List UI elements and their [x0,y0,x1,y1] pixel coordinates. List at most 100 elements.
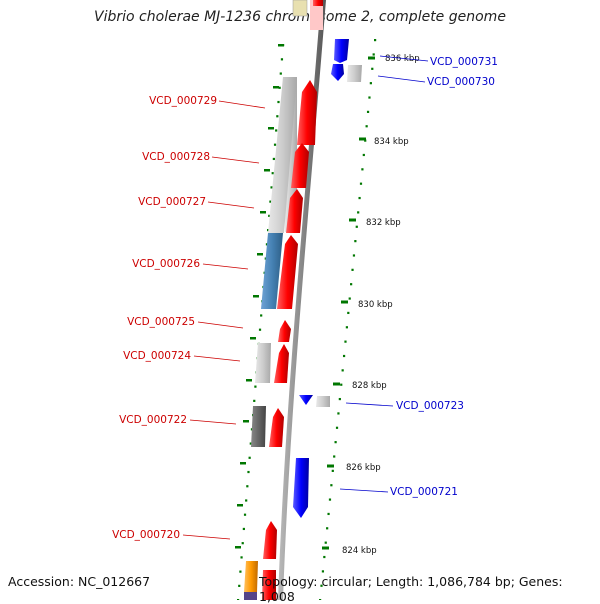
gene-label[interactable]: VCD_000722 [119,414,187,426]
ruler-dot [355,225,358,228]
gene-label[interactable]: VCD_000725 [127,316,195,328]
ruler-dot [368,96,371,99]
gene-label[interactable]: VCD_000723 [396,400,464,412]
ruler-dot [270,186,273,189]
ruler-dot [279,72,282,75]
accession-text: Accession: NC_012667 [8,574,151,589]
ruler-dot [340,383,343,386]
ruler-dot [351,268,354,271]
ruler-major-tick [327,464,334,468]
ruler-dot [348,297,351,300]
ruler-dot [276,115,279,118]
cds-gray-729 [268,77,297,233]
ruler-major-tick [333,382,340,386]
ruler-inner-tick [268,127,274,130]
ruler-dotted-rings [237,39,377,600]
ruler-dot [335,426,339,429]
cds-blue-721 [293,458,309,518]
ruler-dot [345,326,348,329]
ruler-dot [243,513,247,516]
ruler-dot [341,369,344,372]
ruler-dot [372,53,375,56]
ruler-ticks: 836 kbp 834 kbp 832 kbp 830 kbp 828 kbp 826 k… [235,44,420,556]
gene-label[interactable]: VCD_000720 [112,529,180,541]
ruler-inner-tick [240,462,246,465]
cds-red-727 [286,189,303,233]
ruler-dot [241,542,244,545]
ruler-inner-tick [278,44,284,47]
ruler-dot [254,385,257,388]
ruler-major-tick [341,300,348,304]
ruler-dot [275,129,278,132]
ruler-major-tick [368,56,375,60]
ruler-dot [374,39,377,42]
ruler-major-tick [349,218,356,222]
ruler-dot [253,399,256,402]
ruler-dot [326,527,329,530]
gene-label[interactable]: VCD_000728 [142,151,210,163]
ruler-dot [365,125,368,128]
cds-steelblue-726 [261,233,283,309]
ruler-dot [352,254,356,257]
gene-label[interactable]: VCD_000727 [138,196,206,208]
ruler-dot [277,100,280,104]
cds-red-725 [278,320,291,342]
ruler-dot [371,67,374,70]
ruler-dot [245,499,248,502]
ruler-tick-label: 834 kbp [374,137,409,147]
ruler-dot [246,485,249,488]
ruler-inner-tick [257,253,263,256]
cds-red-724 [274,344,289,383]
ruler-dot [258,328,262,331]
ruler-dot [272,157,275,161]
cds-dark-722 [251,406,266,447]
gene-label[interactable]: VCD_000729 [149,95,217,107]
reverse-gene-labels: VCD_000731 VCD_000730 VCD_000723 VCD_000721 [390,56,498,498]
ruler-dot [359,182,363,185]
ruler-dot [357,211,360,214]
feature-tan [292,0,308,17]
ruler-tick-label: 836 kbp [385,54,420,64]
ruler-tick-label: 824 kbp [342,546,377,556]
ruler-tick-label: 832 kbp [366,218,401,228]
ruler-dot [334,441,337,444]
ruler-major-tick [322,546,329,550]
gene-label[interactable]: VCD_000721 [390,486,458,498]
ruler-dot [247,470,250,474]
ruler-tick-label: 826 kbp [346,463,381,473]
ruler-dot [242,527,245,531]
ruler-major-tick [359,137,366,141]
ruler-dot [269,200,272,203]
gene-label[interactable]: VCD_000730 [427,76,495,88]
ruler-dot [323,555,326,559]
gene-label[interactable]: VCD_000731 [430,56,498,68]
gene-label[interactable]: VCD_000724 [123,350,191,362]
ruler-dot [267,229,270,232]
cds-blue-723 [299,395,313,405]
ruler-dot [347,311,350,315]
ruler-dot [338,397,341,401]
ruler-tick-label: 828 kbp [352,381,387,391]
gene-label[interactable]: VCD_000726 [132,258,200,270]
gene-features [244,0,362,600]
ruler-dot [239,570,242,573]
ruler-dot [328,498,332,501]
ruler-dot [260,314,263,317]
ruler-inner-tick [235,546,241,549]
ruler-inner-tick [253,295,259,298]
cds-purple-bottom [244,592,257,600]
cds-red-722 [269,408,284,447]
ruler-dot [280,58,284,61]
ruler-inner-tick [264,169,270,172]
cds-red-720 [263,521,277,559]
cds-red-729 [297,80,317,145]
cds-gray-724 [255,343,271,383]
ruler-dot [327,512,330,516]
ruler-tick-label: 830 kbp [358,300,393,310]
ruler-inner-tick [243,420,249,423]
ruler-inner-tick [237,504,243,507]
ruler-dot [331,469,334,472]
ruler-dot [337,412,340,415]
ruler-inner-tick [246,379,252,382]
